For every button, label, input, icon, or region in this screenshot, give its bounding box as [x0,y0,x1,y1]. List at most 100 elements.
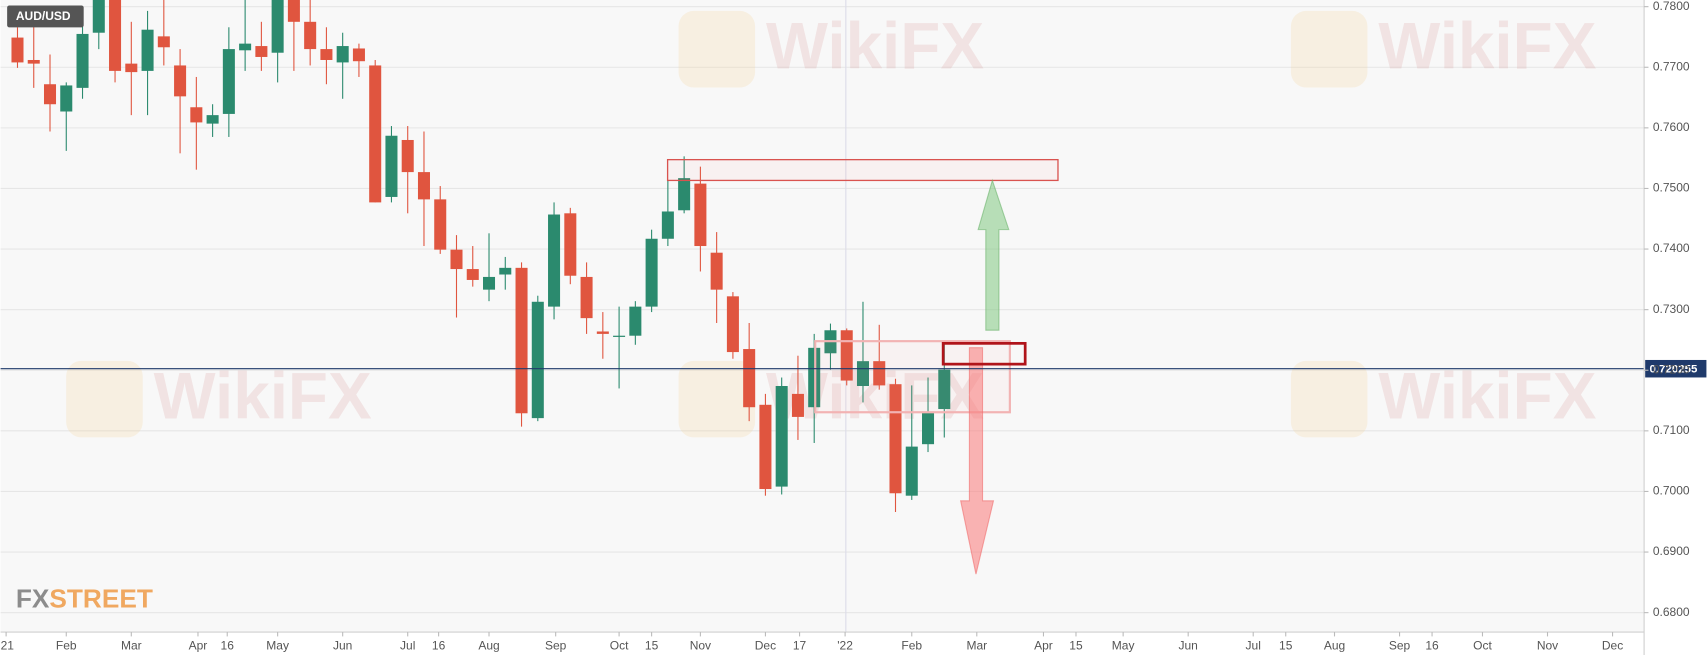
y-tick-label: 0.7300 [1653,302,1690,316]
candle-body [515,267,528,414]
candle-body [320,49,333,60]
candle-body [499,267,512,275]
candles [11,0,951,513]
candle-body [336,46,349,63]
resistance-box [666,158,1059,182]
x-tick-label: 15 [1069,638,1083,652]
candle-body [385,135,398,197]
y-tick-label: 0.7100 [1653,423,1690,437]
candle-body [856,361,869,387]
y-tick-label: 0.7000 [1653,484,1690,498]
x-tick-label: Mar [966,638,987,652]
candle-body [629,306,642,336]
x-tick-label: Jun [1178,638,1197,652]
x-tick-label: 16 [221,638,235,652]
x-tick-label: Sep [1389,638,1411,652]
x-tick-label: Dec [755,638,776,652]
candle-body [694,183,707,247]
candle-body [352,48,365,62]
candle-body [710,252,723,290]
candle-body [141,29,154,71]
candle-body [369,65,382,203]
candle-body [791,393,804,417]
candle-body [613,335,626,337]
candle-body [466,269,479,280]
x-tick-label: Aug [1324,638,1345,652]
current-price: 0.720255 [0,359,1707,378]
x-tick-label: 16 [432,638,446,652]
x-tick-label: Dec [1602,638,1623,652]
watermark: WikiFX [1378,360,1596,433]
entry-box [941,341,1027,366]
candle-body [548,214,561,307]
candle-body [190,107,203,123]
candle-body [109,0,122,71]
candle-body [174,65,187,97]
y-tick-label: 0.7200 [1653,362,1690,376]
y-tick-label: 0.7700 [1653,59,1690,73]
down-arrow [959,347,995,575]
up-arrow [977,178,1010,331]
candle-body [125,63,138,73]
candle-body [922,411,935,445]
candle-body [678,178,691,211]
candle-body [206,115,219,124]
grid [0,6,1645,614]
x-tick-label: Nov [690,638,711,652]
candle-body [271,0,284,53]
x-tick-label: Feb [56,638,77,652]
candle-body [873,361,886,386]
candle-body [304,21,317,50]
x-tick-label: May [266,638,289,652]
x-tick-label: '21 [0,638,14,652]
watermark-icon [66,360,143,438]
candle-body [726,296,739,353]
annotations [666,158,1059,575]
x-tick-label: Aug [478,638,499,652]
axis-background [1644,0,1707,655]
x-tick-label: 15 [1279,638,1293,652]
x-tick-label: Jul [400,638,415,652]
logo: FXSTREET [16,583,153,613]
watermark-icon [1290,10,1368,88]
candle-body [157,36,170,48]
candle-body [483,276,496,290]
candle-body [255,46,268,57]
candle-body [840,330,853,381]
candle-body [905,446,918,496]
candle-body [759,404,772,490]
x-tick-label: Nov [1537,638,1558,652]
candle-body [287,0,300,22]
x-tick-label: 16 [1425,638,1439,652]
x-tick-label: 15 [645,638,659,652]
watermarks: WikiFXWikiFXWikiFXWikiFXWikiFX [66,10,1597,438]
candle-body [775,386,788,487]
x-tick-label: Oct [610,638,629,652]
logo-street: STREET [49,583,153,613]
x-tick-label: Apr [189,638,208,652]
logo-fx: FX [16,583,50,613]
candle-body [661,211,674,239]
watermark: WikiFX [154,360,372,433]
title-box [7,5,84,28]
chart-title: AUD/USD [16,9,71,23]
price-label: 0.720255 [1650,363,1698,375]
candle-body [76,33,89,88]
candle-body [417,172,430,200]
plot-background [0,0,1645,633]
candle-body [434,199,447,250]
price-label-box [1645,359,1707,378]
watermark: WikiFX [1378,10,1596,83]
candle-body [401,139,414,173]
watermark: WikiFX [766,10,984,83]
candle-body [645,238,658,307]
y-tick-label: 0.7800 [1653,0,1690,13]
x-tick-label: Feb [901,638,922,652]
candle-body [450,249,463,270]
candle-body [531,301,544,419]
candle-body [580,276,593,319]
watermark-icon [678,10,756,88]
candle-body [564,213,577,276]
